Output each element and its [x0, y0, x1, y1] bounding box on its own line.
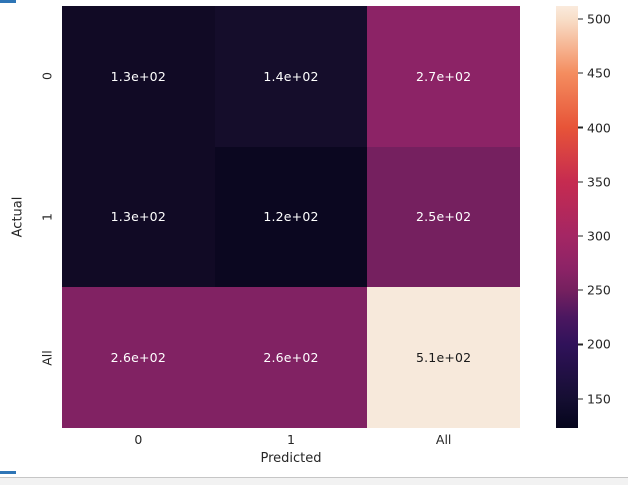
colorbar-tick-label: 250	[587, 282, 611, 298]
colorbar-tick-label: 300	[587, 228, 611, 244]
colorbar-tick-450: 450	[578, 66, 611, 81]
heatmap-cell-0-1: 1.4e+02	[214, 6, 368, 147]
y-ticks: 0 1 All	[36, 6, 58, 428]
colorbar-tick-label: 500	[587, 11, 611, 27]
colorbar-tick-250: 250	[578, 283, 611, 298]
x-tick-label-All: All	[435, 432, 452, 447]
statusbar-edge	[0, 477, 628, 485]
colorbar-tick-300: 300	[578, 228, 611, 243]
x-ticks: 0 1 All	[62, 432, 520, 448]
colorbar-tick-200: 200	[578, 337, 611, 352]
heatmap-grid: 1.3e+02 1.4e+02 2.7e+02 1.3e+02 1.2e+02 2.5e+…	[62, 6, 520, 428]
colorbar-tick-label: 350	[587, 174, 611, 190]
colorbar-tick-mark	[578, 343, 583, 346]
selection-anchor-top-icon	[0, 0, 16, 3]
colorbar-tick-label: 200	[587, 336, 611, 352]
colorbar-ticks: 500 450 400 350 300 250 200 150	[578, 6, 626, 428]
colorbar-tick-label: 400	[587, 120, 611, 135]
colorbar-tick-500: 500	[578, 12, 611, 27]
heatmap-cell-1-0: 1.3e+02	[62, 146, 215, 288]
colorbar: 500 450 400 350 300 250 200 150	[556, 6, 626, 428]
colorbar-gradient	[556, 6, 578, 428]
colorbar-tick-mark	[578, 398, 583, 400]
selection-anchor-bottom-icon	[0, 471, 16, 474]
colorbar-tick-150: 150	[578, 391, 611, 406]
colorbar-tick-mark	[578, 289, 583, 291]
colorbar-tick-400: 400	[578, 120, 611, 135]
colorbar-tick-mark	[578, 235, 583, 237]
heatmap-cell-All-All: 5.1e+02	[367, 287, 520, 428]
heatmap-cell-1-All: 2.5e+02	[367, 146, 520, 288]
colorbar-tick-350: 350	[578, 174, 611, 189]
y-tick-label-1: 1	[39, 213, 55, 221]
y-axis-label: Actual	[10, 196, 26, 238]
heatmap-cell-All-0: 2.6e+02	[62, 287, 215, 428]
x-tick-label-1: 1	[287, 432, 295, 447]
colorbar-tick-mark	[578, 72, 583, 74]
heatmap-cell-All-1: 2.6e+02	[214, 287, 368, 428]
colorbar-tick-mark	[578, 18, 583, 20]
y-tick-label-All: All	[39, 349, 55, 366]
colorbar-tick-mark	[578, 126, 583, 129]
heatmap-cell-0-All: 2.7e+02	[367, 6, 520, 147]
colorbar-tick-mark	[578, 181, 583, 183]
y-tick-label-0: 0	[39, 72, 55, 81]
heatmap-cell-1-1: 1.2e+02	[214, 146, 368, 288]
x-tick-label-0: 0	[134, 432, 143, 447]
colorbar-tick-label: 150	[587, 391, 611, 407]
heatmap-cell-0-0: 1.3e+02	[62, 6, 215, 147]
colorbar-tick-label: 450	[587, 65, 611, 81]
x-axis-label: Predicted	[260, 451, 322, 466]
